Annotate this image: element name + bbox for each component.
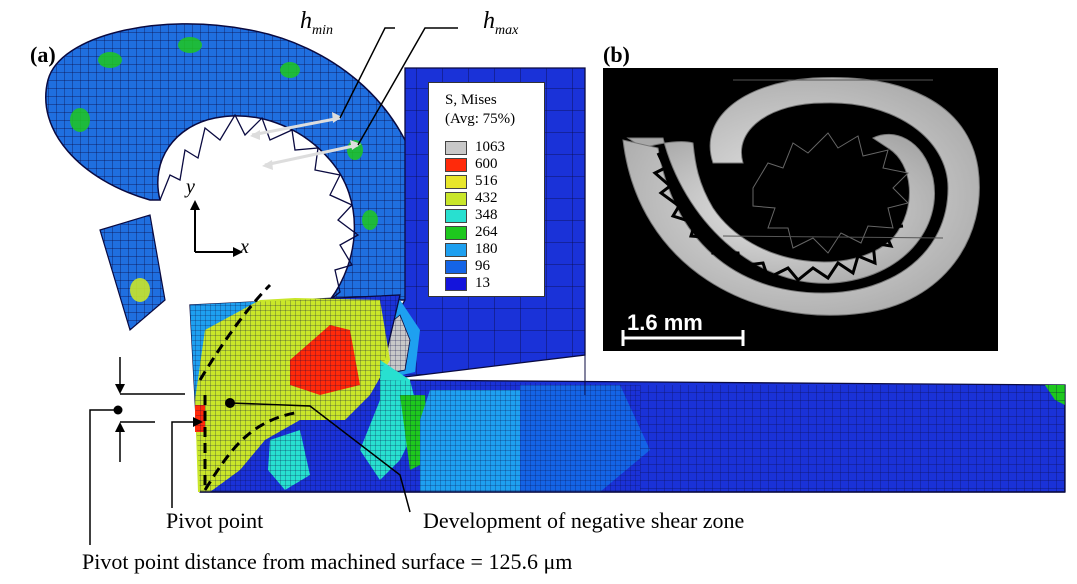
legend-value: 13 [475,275,490,291]
h-max-label: hmax [483,8,519,38]
pivot-distance-label: Pivot point distance from machined surfa… [82,549,573,574]
h-min-label: hmin [300,8,333,38]
legend-entry: 600 [445,156,540,172]
pivot-point-label: Pivot point [166,508,264,533]
legend-swatch [445,158,467,172]
axis-x-label: x [240,236,249,258]
legend-value: 600 [475,156,498,172]
panel-b-label: (b) [603,42,630,67]
negative-shear-label: Development of negative shear zone [423,508,745,533]
legend-value: 432 [475,190,498,206]
stress-legend: S, Mises (Avg: 75%) 1063 600 516 432 348 264 1… [428,82,545,297]
axis-y-label: y [186,176,195,198]
pivot-distance-dimension [89,357,203,545]
legend-value: 516 [475,173,498,189]
legend-swatch [445,209,467,223]
shear-zone-leader [229,402,411,513]
legend-entry: 1063 [445,139,540,155]
legend-entry: 264 [445,224,540,240]
scale-bar-label: 1.6 mm [627,310,703,335]
legend-value: 348 [475,207,498,223]
legend-swatch [445,226,467,240]
legend-entry: 96 [445,258,540,274]
curled-chip [45,23,425,332]
workpiece [189,294,1066,493]
legend-entry: 180 [445,241,540,257]
chip-micrograph: 1.6 mm [603,68,998,351]
legend-value: 96 [475,258,490,274]
legend-entry: 516 [445,173,540,189]
panel-a-label: (a) [30,42,56,67]
legend-title: S, Mises (Avg: 75%) [445,92,516,127]
legend-value: 180 [475,241,498,257]
micrograph-image [621,76,980,346]
legend-swatch [445,192,467,206]
legend-entry: 348 [445,207,540,223]
coordinate-axes [190,200,243,257]
legend-swatch [445,175,467,189]
legend-swatch [445,141,467,155]
legend-value: 1063 [475,139,505,155]
shear-zone-boundary-upper [198,283,272,381]
legend-swatch [445,260,467,274]
legend-value: 264 [475,224,498,240]
thickness-arrows [250,27,458,170]
legend-swatch [445,277,467,291]
legend-swatch [445,243,467,257]
legend-entry: 13 [445,275,540,291]
legend-entry: 432 [445,190,540,206]
